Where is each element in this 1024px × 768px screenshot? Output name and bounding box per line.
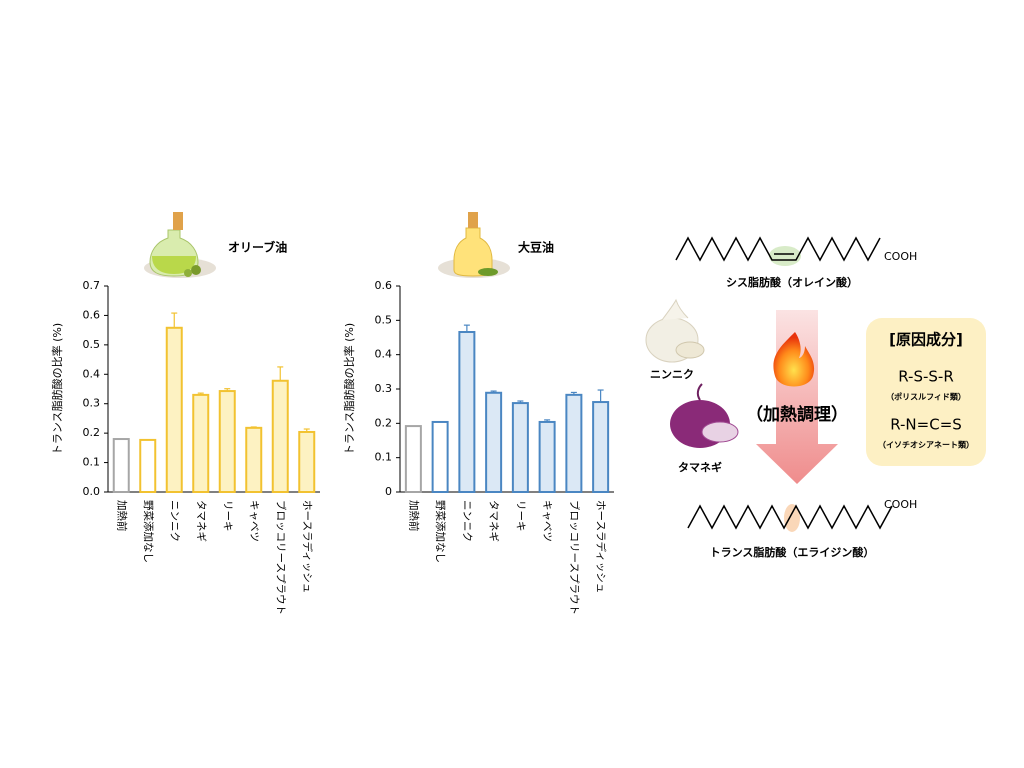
trans-label: トランス脂肪酸（エライジン酸）: [710, 545, 875, 559]
x-tick-label: ブロッコリースプラウト: [274, 500, 287, 615]
x-tick-label: 野菜添加なし: [434, 500, 447, 563]
y-tick-label: 0.2: [83, 426, 101, 439]
bar: [218, 390, 236, 493]
chart-title: オリーブ油: [228, 240, 287, 255]
bar: [592, 401, 610, 493]
y-tick-label: 0.1: [83, 456, 101, 469]
y-tick-label: 0.5: [375, 313, 393, 326]
bar: [458, 331, 476, 493]
y-tick-label: 0.5: [83, 338, 101, 351]
cause-title: [原因成分]: [889, 331, 963, 349]
y-tick-label: 0.4: [83, 367, 101, 380]
bar: [192, 393, 210, 493]
bar: [538, 420, 556, 493]
x-tick-label: タマネギ: [488, 500, 500, 542]
y-tick-label: 0.1: [375, 451, 393, 464]
bar: [431, 420, 449, 493]
cooh-label: COOH: [884, 498, 917, 511]
y-tick-label: 0.3: [83, 397, 101, 410]
x-tick-label: ニンニク: [461, 500, 473, 542]
bar: [298, 430, 316, 494]
formula-note: （イソチオシアネート類）: [878, 440, 974, 450]
garlic-label: ニンニク: [650, 368, 694, 381]
y-tick-label: 0.6: [83, 308, 101, 321]
onion-label: タマネギ: [678, 460, 722, 474]
chart-title: 大豆油: [518, 240, 554, 255]
olive-oil-icon: [144, 212, 216, 278]
cis-label: シス脂肪酸（オレイン酸）: [726, 275, 858, 289]
y-tick-label: 0.3: [375, 382, 393, 395]
x-tick-label: タマネギ: [195, 500, 207, 542]
bar: [245, 426, 263, 493]
x-tick-label: 加熱前: [407, 500, 420, 532]
y-axis-label: トランス脂肪酸の比率 (%): [50, 323, 64, 455]
x-tick-label: 野菜添加なし: [142, 500, 155, 563]
heating-label: （加熱調理）: [746, 404, 848, 425]
x-tick-label: キャベツ: [541, 500, 553, 542]
x-tick-label: ホースラディッシュ: [301, 500, 314, 593]
y-tick-label: 0.4: [375, 348, 393, 361]
bar: [485, 391, 503, 494]
bar: [165, 326, 183, 493]
bar: [139, 438, 157, 494]
y-axis-label: トランス脂肪酸の比率 (%): [342, 323, 356, 455]
soybean-oil-icon: [438, 212, 510, 278]
formula: R-N=C=S: [890, 416, 962, 434]
x-tick-label: リーキ: [514, 500, 526, 532]
y-tick-label: 0.0: [83, 485, 101, 498]
bar: [404, 425, 422, 493]
x-tick-label: ニンニク: [168, 500, 180, 542]
bar: [271, 379, 289, 494]
reaction-diagram: COOH シス脂肪酸（オレイン酸） （加熱調理） ニンニク タマネギ COOH …: [645, 236, 986, 559]
cooh-label: COOH: [884, 250, 917, 263]
y-tick-label: 0.2: [375, 416, 393, 429]
x-tick-label: ホースラディッシュ: [595, 500, 608, 593]
formula: R-S-S-R: [898, 368, 954, 386]
y-tick-label: 0: [385, 485, 392, 498]
y-tick-label: 0.6: [375, 279, 393, 292]
x-tick-label: ブロッコリースプラウト: [568, 500, 581, 615]
formula-note: （ポリスルフィド類）: [886, 392, 966, 402]
bar: [565, 393, 583, 493]
x-tick-label: キャベツ: [248, 500, 260, 542]
x-tick-label: 加熱前: [115, 500, 128, 532]
bar: [112, 438, 130, 493]
bar: [511, 402, 529, 493]
x-tick-label: リーキ: [221, 500, 233, 532]
y-tick-label: 0.7: [83, 279, 101, 292]
